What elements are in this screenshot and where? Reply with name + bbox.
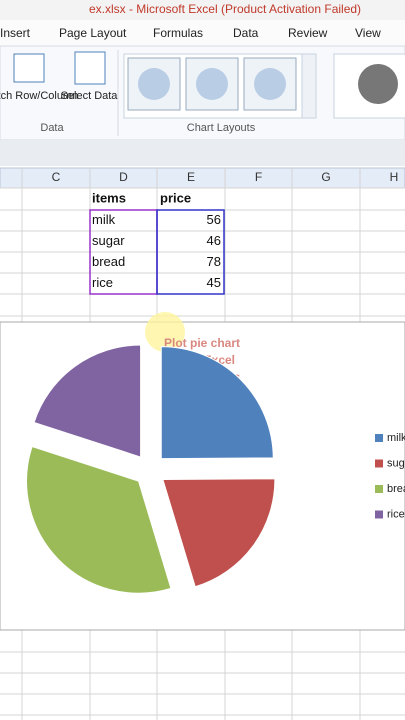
legend-swatch [375, 510, 383, 519]
cell: sugar [92, 233, 125, 248]
legend-label: rice [387, 508, 405, 520]
title-bar [0, 0, 405, 20]
pie-slice [33, 344, 142, 458]
cursor-highlight [145, 312, 185, 352]
gallery-scroll[interactable] [301, 53, 317, 119]
legend-swatch [375, 434, 383, 442]
cell: rice [92, 275, 113, 290]
tab[interactable]: Review [288, 26, 328, 40]
column-header: G [321, 170, 330, 184]
tab-bar [0, 20, 405, 46]
column-header: F [255, 170, 262, 184]
ribbon-button[interactable]: Switch Row/Column [0, 90, 78, 102]
cell: 56 [207, 212, 221, 227]
window-title: ex.xlsx - Microsoft Excel (Product Activ… [89, 2, 361, 16]
cell: 78 [207, 254, 221, 269]
tab[interactable]: View [355, 26, 381, 40]
column-header: D [119, 170, 128, 184]
legend-swatch [375, 485, 383, 493]
selection-values [156, 209, 225, 295]
layout-icon [138, 68, 170, 100]
cell: price [160, 190, 191, 205]
cell: 46 [207, 233, 221, 248]
cell: milk [92, 212, 116, 227]
cell: 45 [207, 275, 221, 290]
pie-slice [26, 445, 172, 594]
legend-label: sugar [387, 457, 405, 469]
group-label: Data [40, 122, 64, 134]
cell: bread [92, 254, 125, 269]
pie-slice [160, 346, 274, 460]
switch-icon [13, 53, 45, 83]
pie-slice [162, 478, 276, 588]
style-icon [358, 64, 398, 104]
tab[interactable]: Formulas [153, 26, 203, 40]
column-header: E [187, 170, 195, 184]
cell: items [92, 190, 126, 205]
column-header-bar [0, 167, 405, 189]
plot: milk sugar bread rice [26, 344, 405, 594]
group-label: Chart Layouts [187, 122, 256, 134]
legend-label: milk [387, 432, 405, 444]
ribbon-button[interactable]: Select Data [61, 90, 119, 102]
column-header: C [52, 170, 61, 184]
legend-label: bread [387, 483, 405, 495]
layout-icon [196, 68, 228, 100]
formula-gap [0, 140, 405, 166]
tab[interactable]: Data [233, 26, 259, 40]
layout-icon [254, 68, 286, 100]
select-data-icon [74, 51, 106, 85]
tab[interactable]: Page Layout [59, 26, 127, 40]
column-header: H [390, 170, 399, 184]
tab[interactable]: Insert [0, 26, 31, 40]
legend-swatch [375, 459, 383, 468]
